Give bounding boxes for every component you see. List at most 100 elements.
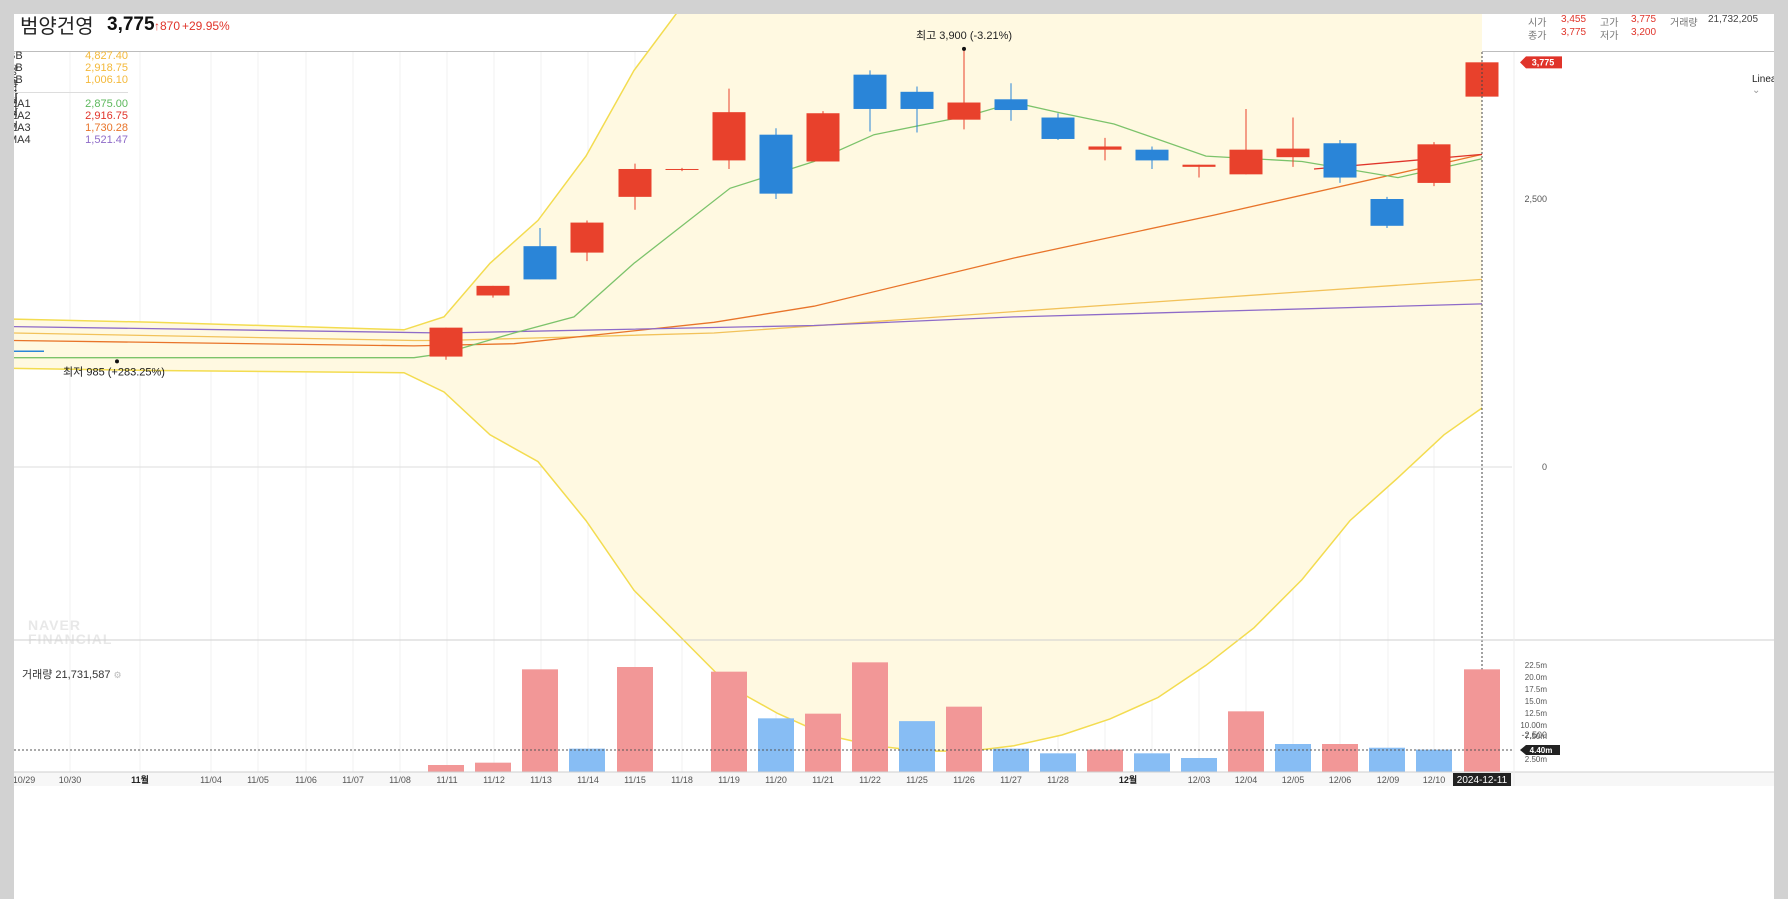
chart-frame: 범양건영 3,775 ↑870 +29.95% 시가 3,455 고가 3,77… bbox=[14, 14, 1774, 899]
ma-legend-1-label: MA2 bbox=[14, 110, 31, 122]
x-axis-tick: 11/22 bbox=[859, 775, 881, 785]
volume-bar bbox=[569, 748, 605, 772]
volume-bar bbox=[1275, 744, 1311, 772]
price-axis-tick: -2,500 bbox=[1521, 730, 1547, 740]
bb-legend-0-value: 4,827.40 bbox=[85, 50, 128, 62]
candle-body bbox=[665, 168, 699, 170]
volume-bar bbox=[428, 765, 464, 772]
close-value: 3,775 bbox=[1561, 27, 1587, 38]
candle-body bbox=[853, 74, 887, 109]
volume-axis-tick: 2.50m bbox=[1525, 755, 1548, 764]
ma-legend-2-label: MA3 bbox=[14, 122, 31, 134]
ma4-line bbox=[14, 303, 1483, 334]
ma-legend-1-value: 2,916.75 bbox=[85, 110, 128, 122]
ma-legend-3-label: MA4 bbox=[14, 134, 31, 146]
candle-body bbox=[994, 99, 1028, 111]
volume-bar bbox=[1087, 749, 1123, 772]
scale-mode-label: Linear bbox=[1752, 74, 1774, 85]
x-axis-tick: 11/05 bbox=[247, 775, 269, 785]
volume-bar bbox=[805, 713, 841, 772]
high-annotation: 최고 3,900 (-3.21%) bbox=[916, 29, 1012, 42]
x-axis-current-label: 2024-12-11 bbox=[1457, 775, 1508, 786]
x-axis-tick: 11/12 bbox=[483, 775, 505, 785]
x-axis-tick: 12/06 bbox=[1329, 775, 1352, 785]
high-marker bbox=[962, 46, 966, 51]
volume-axis-tick: 15.0m bbox=[1525, 697, 1548, 706]
x-axis-tick: 11/19 bbox=[718, 775, 740, 785]
bb-legend-2-label: BB 하한선 bbox=[14, 74, 23, 133]
x-axis-tick: 11/07 bbox=[342, 775, 364, 785]
volume-bar bbox=[522, 669, 558, 772]
x-axis-tick: 12/03 bbox=[1188, 775, 1211, 785]
legend-divider bbox=[14, 92, 128, 93]
volume-axis-tick: 20.0m bbox=[1525, 673, 1548, 682]
x-axis-tick: 11/08 bbox=[389, 775, 411, 785]
candle-body bbox=[1276, 148, 1310, 158]
x-axis-tick: 11/06 bbox=[295, 775, 317, 785]
open-value: 3,455 bbox=[1561, 14, 1587, 25]
high-label: 고가 bbox=[1600, 18, 1619, 29]
volume-bar bbox=[993, 748, 1029, 772]
volume-bar bbox=[1464, 669, 1500, 772]
bollinger-band-fill bbox=[14, 14, 1482, 752]
volume-header-label: 거래량 bbox=[1670, 18, 1698, 29]
volume-bar bbox=[946, 706, 982, 772]
volume-bar bbox=[1134, 753, 1170, 772]
price-change: ↑870 bbox=[154, 19, 181, 33]
settings-icon[interactable]: ⚙ bbox=[113, 670, 122, 680]
candle-body bbox=[429, 327, 463, 357]
x-axis-tick: 10/29 bbox=[14, 775, 35, 785]
x-axis-tick: 11/13 bbox=[530, 775, 552, 785]
watermark-line-1: NAVER bbox=[28, 617, 81, 633]
price-change-pct: +29.95% bbox=[182, 19, 230, 33]
volume-bar bbox=[1181, 758, 1217, 772]
x-axis-tick: 10/30 bbox=[59, 775, 82, 785]
volume-bar bbox=[1322, 744, 1358, 772]
volume-axis-tick: 12.5m bbox=[1525, 709, 1548, 718]
volume-bar bbox=[617, 667, 653, 772]
volume-panel-text: 거래량 21,731,587 bbox=[22, 669, 111, 681]
volume-bar bbox=[475, 762, 511, 772]
low-marker bbox=[115, 359, 119, 364]
x-axis-tick: 11/26 bbox=[953, 775, 975, 785]
volume-bar bbox=[711, 671, 747, 772]
volume-bar bbox=[1040, 753, 1076, 772]
chevron-down-icon: ⌄ bbox=[1752, 85, 1761, 96]
candle-body bbox=[1465, 62, 1499, 97]
close-label: 종가 bbox=[1528, 31, 1547, 42]
scale-mode-select[interactable]: Linear ⌄ bbox=[1752, 74, 1774, 96]
candle-body bbox=[1135, 149, 1169, 161]
low-label: 저가 bbox=[1600, 31, 1619, 42]
high-value: 3,775 bbox=[1631, 14, 1657, 25]
x-axis-tick: 11/14 bbox=[577, 775, 599, 785]
volume-bar bbox=[1416, 749, 1452, 772]
volume-axis-tick: 10.00m bbox=[1520, 721, 1547, 730]
ma-legend-2-value: 1,730.28 bbox=[85, 122, 128, 134]
x-axis-tick: 11/15 bbox=[624, 775, 646, 785]
volume-axis-tick: 17.5m bbox=[1525, 685, 1548, 694]
bb-legend-0-label: BB 상한선 bbox=[14, 50, 23, 109]
candle-body bbox=[570, 222, 604, 253]
x-axis-tick: 11월 bbox=[131, 774, 149, 785]
volume-panel-label: 거래량 21,731,587 ⚙ bbox=[22, 666, 122, 682]
x-axis-tick: 11/11 bbox=[436, 775, 457, 785]
candle-body bbox=[806, 113, 840, 162]
current-price-tag bbox=[1520, 56, 1562, 69]
volume-bar bbox=[899, 721, 935, 772]
candle-body bbox=[947, 102, 981, 120]
x-axis-current-bg bbox=[1453, 773, 1511, 786]
candle-body bbox=[1417, 144, 1451, 183]
x-axis-tick: 11/20 bbox=[765, 775, 787, 785]
candle-body bbox=[523, 246, 557, 280]
stock-name: 범양건영 bbox=[20, 16, 94, 38]
x-axis-tick: 11/21 bbox=[812, 775, 834, 785]
volume-current-tag-text: 4.40m bbox=[1530, 746, 1553, 755]
x-axis-tick: 11/27 bbox=[1000, 775, 1022, 785]
bb-legend-1-label: BB 중심선 bbox=[14, 62, 23, 121]
candle-body bbox=[759, 134, 793, 194]
x-axis-tick: 12/04 bbox=[1235, 775, 1258, 785]
open-label: 시가 bbox=[1528, 18, 1547, 29]
volume-header-value: 21,732,205 bbox=[1708, 14, 1759, 25]
